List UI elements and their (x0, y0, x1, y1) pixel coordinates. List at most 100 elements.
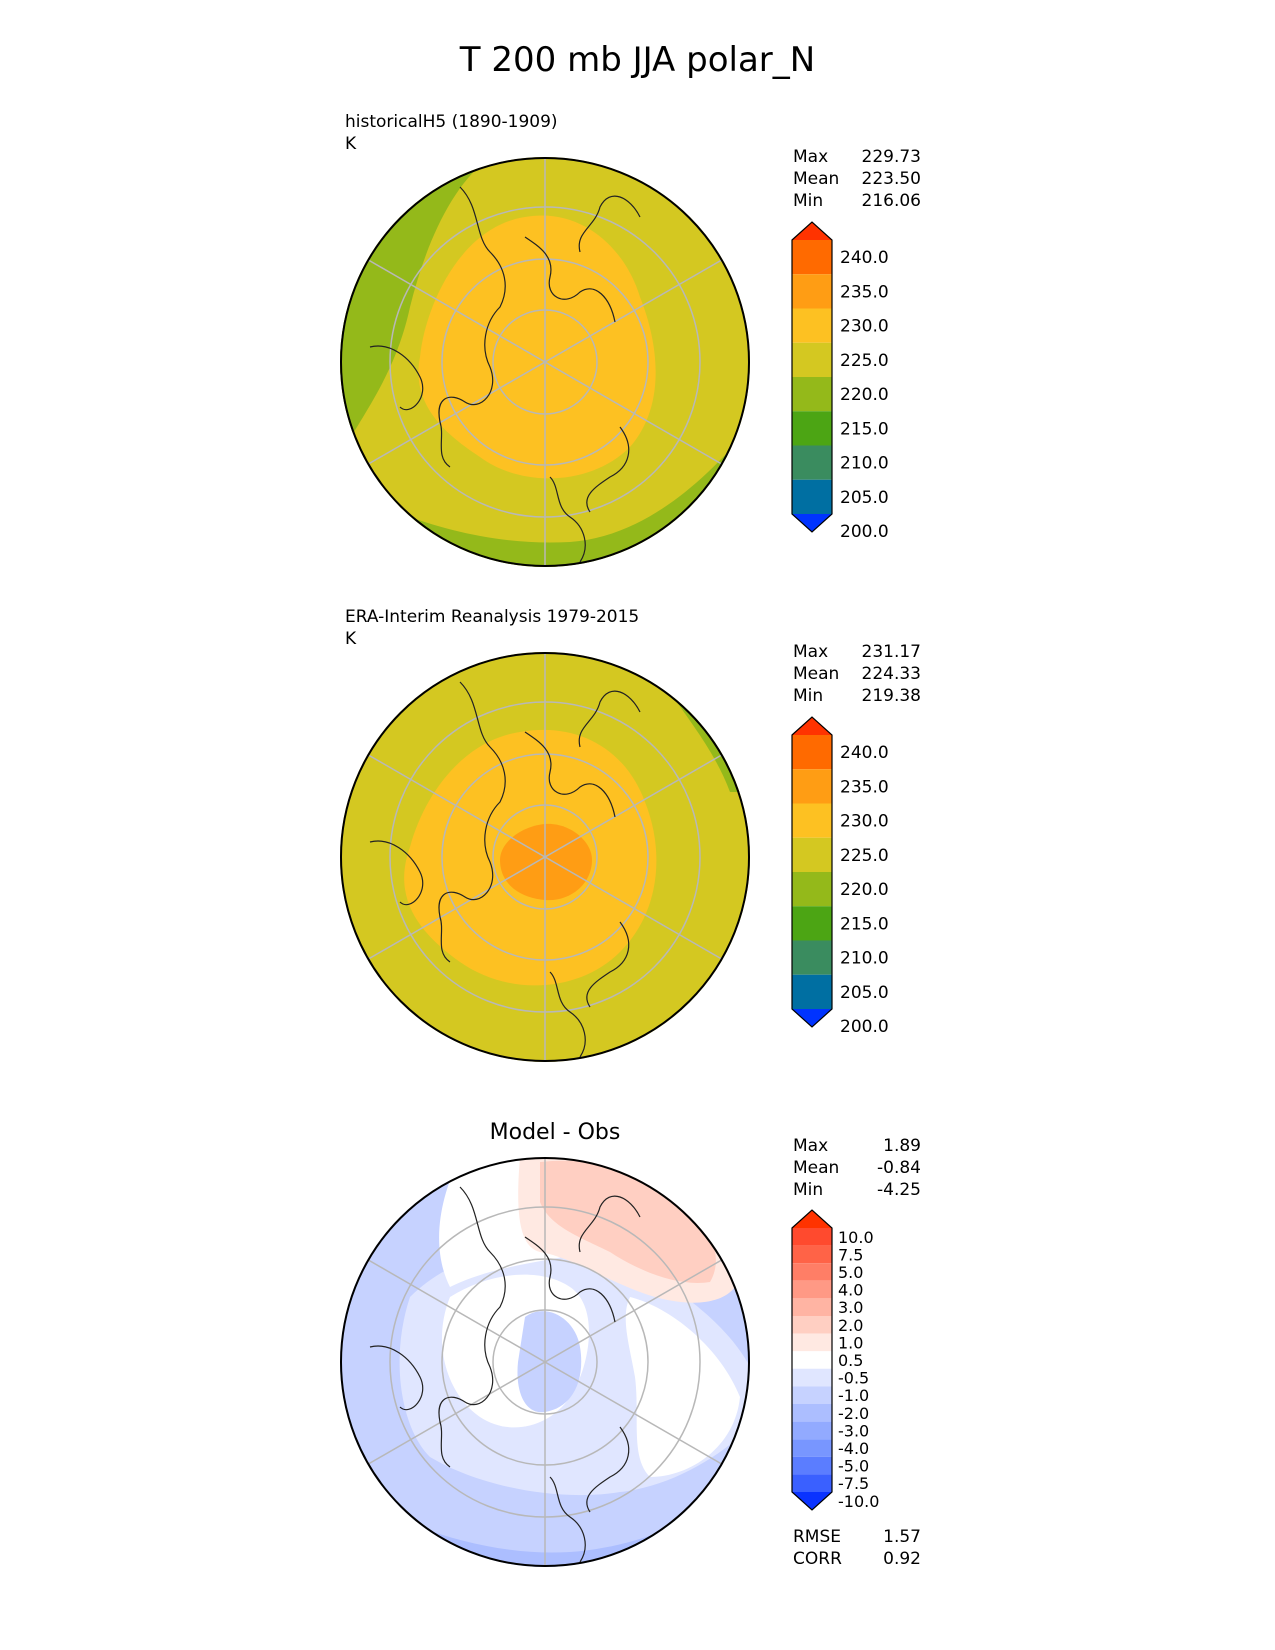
panel-3-skill-stats: RMSE 1.57 CORR 0.92 (793, 1526, 921, 1570)
colorbar-swatch (792, 1386, 832, 1404)
colorbar-tick-label: 220.0 (840, 385, 889, 405)
colorbar-swatch (792, 906, 832, 941)
colorbar-tick-label: 230.0 (840, 812, 889, 832)
colorbar-swatch (792, 1404, 832, 1422)
stat-min: Min 216.06 (793, 191, 921, 211)
colorbar-swatch (792, 1456, 832, 1475)
colorbar-swatch (792, 240, 832, 275)
colorbar-swatch (792, 411, 832, 446)
colorbar-tick-label: 240.0 (840, 743, 889, 763)
colorbar-tick-label: 225.0 (840, 846, 889, 866)
panel-2-stats: Max 231.17 Mean 224.33 Min 219.38 (793, 641, 921, 707)
colorbar-outline (791, 716, 833, 1028)
map-boundary (340, 652, 750, 1062)
colorbar-tick-label: 1.0 (838, 1333, 863, 1352)
colorbar-tick-label: 235.0 (840, 777, 889, 797)
colorbar-swatch (792, 1421, 832, 1440)
colorbar-tick-label: -7.5 (838, 1474, 869, 1493)
colorbar-tick-label: 5.0 (838, 1263, 863, 1282)
colorbar-swatch (792, 342, 832, 377)
stat-max: Max 229.73 (793, 147, 921, 167)
panel-1-stats: Max 229.73 Mean 223.50 Min 216.06 (793, 146, 921, 212)
stat-max: Max 231.17 (793, 642, 921, 662)
colorbar-swatch (792, 1333, 832, 1352)
colorbar-swatch (792, 514, 832, 532)
stat-min: Min 219.38 (793, 686, 921, 706)
colorbar-tick-label: 2.0 (838, 1316, 863, 1335)
stat-rmse: RMSE 1.57 (793, 1527, 921, 1547)
colorbar-swatch (792, 1245, 832, 1264)
colorbar-tick-label: -5.0 (838, 1457, 869, 1476)
colorbar-tick-label: 200.0 (840, 522, 889, 542)
stat-mean: Mean -0.84 (793, 1158, 921, 1178)
field-225-230 (418, 215, 656, 479)
colorbar-swatch (792, 837, 832, 872)
colorbar-swatch (792, 872, 832, 907)
colorbar-tick-label: 220.0 (840, 880, 889, 900)
panel-2-units: K (345, 629, 357, 649)
stat-min: Min -4.25 (793, 1180, 921, 1200)
map-boundary (340, 157, 750, 567)
panel-3-map (340, 1157, 750, 1567)
stat-mean: Mean 223.50 (793, 169, 921, 189)
colorbar-tick-label: 230.0 (840, 317, 889, 337)
colorbar-swatch (792, 274, 832, 309)
colorbar-swatch (792, 1298, 832, 1316)
colorbar-tick-label: 0.5 (838, 1351, 863, 1370)
panel-1-units: K (345, 134, 357, 154)
colorbar-swatch (792, 1228, 832, 1246)
colorbar-tick-label: -2.0 (838, 1404, 869, 1423)
colorbar-tick-label: 4.0 (838, 1281, 863, 1300)
colorbar-tick-label: 210.0 (840, 454, 889, 474)
colorbar-swatch (792, 1351, 832, 1369)
colorbar-tick-label: -0.5 (838, 1369, 869, 1388)
field-neg-center (517, 1311, 582, 1413)
field-near-zero-3 (625, 1297, 740, 1477)
panel-3-stats: Max 1.89 Mean -0.84 Min -4.25 (793, 1135, 921, 1201)
panel-1-colorbar: 240.0 235.0 230.0 225.0 220.0 215.0 210.0 205.0… (791, 221, 889, 542)
panel-1-map (340, 157, 750, 567)
stat-mean: Mean 224.33 (793, 664, 921, 684)
colorbar-tick-label: 215.0 (840, 419, 889, 439)
colorbar-tick-label: 200.0 (840, 1017, 889, 1037)
colorbar-swatch (792, 445, 832, 480)
colorbar-swatch (792, 222, 832, 240)
panel-2-colorbar: 240.0 235.0 230.0 225.0 220.0 215.0 210.0 205.0… (791, 716, 889, 1037)
colorbar-swatch (792, 940, 832, 975)
colorbar-tick-label: 215.0 (840, 914, 889, 934)
colorbar-swatch (792, 1280, 832, 1299)
colorbar-tick-label: -10.0 (838, 1492, 879, 1511)
colorbar-swatch (792, 377, 832, 412)
stat-max: Max 1.89 (793, 1136, 921, 1156)
colorbar-tick-label: 205.0 (840, 983, 889, 1003)
figure-title: T 200 mb JJA polar_N (459, 40, 816, 80)
panel-2-label: ERA-Interim Reanalysis 1979-2015 K (345, 606, 639, 650)
field-215-220-s (340, 427, 750, 567)
panel-1-label: historicalH5 (1890-1909) K (345, 111, 558, 155)
colorbar-tick-label: -3.0 (838, 1421, 869, 1440)
stat-corr: CORR 0.92 (793, 1549, 921, 1569)
colorbar-tick-label: 210.0 (840, 949, 889, 969)
colorbar-swatch (792, 803, 832, 838)
colorbar-swatch (792, 308, 832, 343)
map-boundary (340, 1157, 750, 1567)
colorbar-outline (791, 1209, 833, 1511)
colorbar-outline (791, 221, 833, 533)
colorbar-swatch (792, 1474, 832, 1492)
colorbar-tick-label: 3.0 (838, 1298, 863, 1317)
colorbar-swatch (792, 717, 832, 735)
colorbar-tick-label: -4.0 (838, 1439, 869, 1458)
colorbar-tick-label: 240.0 (840, 248, 889, 268)
panel-3-title: Model - Obs (489, 1120, 621, 1145)
colorbar-swatch (792, 479, 832, 514)
colorbar-swatch (792, 1316, 832, 1334)
colorbar-tick-label: 225.0 (840, 351, 889, 371)
colorbar-swatch (792, 974, 832, 1009)
colorbar-swatch (792, 735, 832, 770)
panel-3-colorbar: 10.07.55.04.03.02.01.00.5-0.5-1.0-2.0-3.… (791, 1209, 879, 1511)
colorbar-swatch (792, 1492, 832, 1510)
colorbar-swatch (792, 769, 832, 804)
colorbar-swatch (792, 1009, 832, 1027)
colorbar-tick-label: 205.0 (840, 488, 889, 508)
panel-2-map (340, 652, 750, 1062)
